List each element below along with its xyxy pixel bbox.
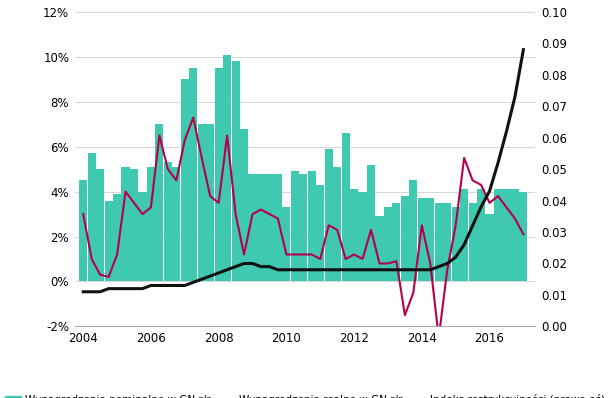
Bar — [519, 191, 528, 281]
Bar — [511, 189, 519, 281]
Bar — [486, 214, 493, 281]
Bar — [342, 133, 350, 281]
Bar — [257, 174, 265, 281]
Bar — [392, 203, 401, 281]
Bar — [121, 167, 129, 281]
Bar — [215, 68, 223, 281]
Bar — [451, 207, 460, 281]
Bar — [274, 174, 282, 281]
Bar — [401, 196, 409, 281]
Bar — [248, 174, 257, 281]
Bar — [147, 167, 155, 281]
Bar — [104, 201, 113, 281]
Bar — [494, 189, 502, 281]
Bar — [96, 169, 104, 281]
Bar — [232, 61, 240, 281]
Bar — [79, 180, 87, 281]
Bar — [418, 198, 426, 281]
Bar — [350, 189, 358, 281]
Bar — [300, 174, 307, 281]
Bar — [181, 79, 189, 281]
Bar — [113, 194, 121, 281]
Bar — [316, 185, 325, 281]
Bar — [443, 203, 451, 281]
Bar — [240, 129, 248, 281]
Bar — [384, 207, 392, 281]
Bar — [130, 169, 138, 281]
Bar — [325, 149, 333, 281]
Bar — [333, 167, 341, 281]
Bar — [172, 167, 181, 281]
Bar — [367, 165, 375, 281]
Bar — [468, 203, 476, 281]
Bar — [375, 217, 384, 281]
Bar — [198, 124, 206, 281]
Bar — [164, 162, 172, 281]
Bar — [477, 189, 485, 281]
Bar — [409, 180, 417, 281]
Bar — [460, 189, 468, 281]
Bar — [503, 189, 511, 281]
Bar — [189, 68, 197, 281]
Bar — [88, 154, 96, 281]
Bar — [282, 207, 290, 281]
Bar — [206, 124, 214, 281]
Bar — [359, 191, 367, 281]
Bar — [307, 172, 316, 281]
Bar — [265, 174, 273, 281]
Bar — [435, 203, 443, 281]
Bar — [223, 55, 231, 281]
Bar — [291, 172, 299, 281]
Legend: Wynagrodzenia nominalne w GN r/r, Wynagrodzenia realne w GN r/r, Indeks restrykc: Wynagrodzenia nominalne w GN r/r, Wynagr… — [1, 390, 609, 398]
Bar — [138, 191, 146, 281]
Bar — [426, 198, 434, 281]
Bar — [156, 124, 163, 281]
